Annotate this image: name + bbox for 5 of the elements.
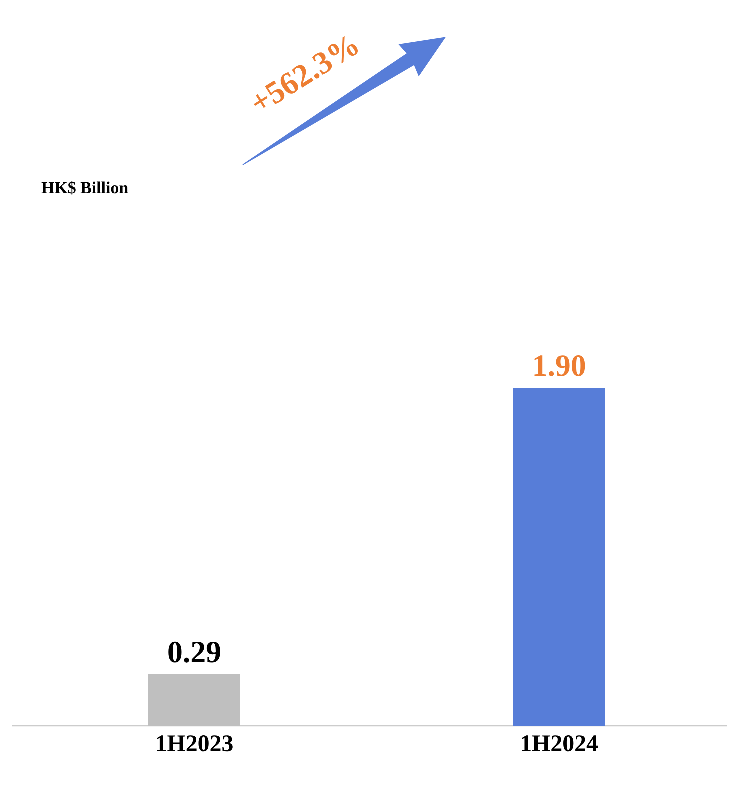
data-label: 1.90 — [534, 355, 586, 376]
x-tick-label: 1H2023 — [157, 736, 233, 752]
data-label: 0.29 — [168, 642, 220, 663]
x-tick-label: 1H2024 — [522, 736, 598, 752]
text: HK$ Billion — [42, 181, 128, 195]
